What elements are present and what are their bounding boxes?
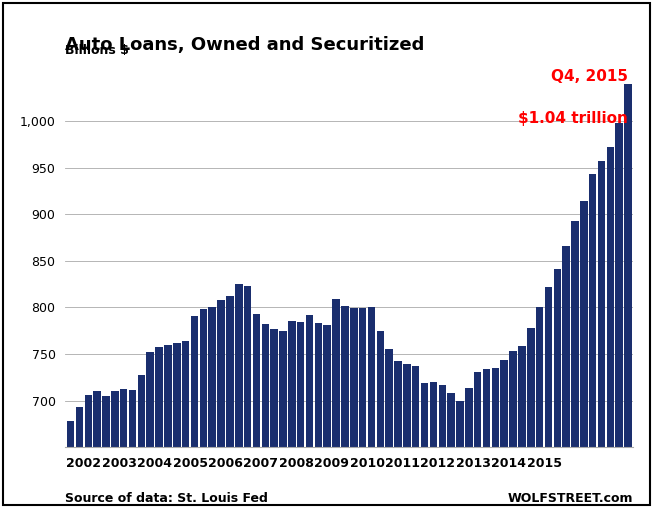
Bar bbox=[164, 345, 172, 508]
Bar bbox=[589, 174, 596, 508]
Bar bbox=[616, 123, 623, 508]
Bar bbox=[580, 201, 588, 508]
Bar bbox=[518, 345, 526, 508]
Bar bbox=[173, 343, 181, 508]
Bar bbox=[500, 360, 508, 508]
Bar bbox=[536, 307, 543, 508]
Text: WOLFSTREET.com: WOLFSTREET.com bbox=[508, 492, 633, 505]
Bar bbox=[421, 383, 428, 508]
Text: Source of data: St. Louis Fed: Source of data: St. Louis Fed bbox=[65, 492, 268, 505]
Bar bbox=[84, 395, 92, 508]
Bar bbox=[217, 300, 225, 508]
Bar bbox=[146, 352, 154, 508]
Bar bbox=[597, 162, 605, 508]
Bar bbox=[394, 361, 402, 508]
Bar bbox=[368, 307, 375, 508]
Bar bbox=[562, 246, 570, 508]
Text: Q4, 2015: Q4, 2015 bbox=[550, 69, 628, 84]
Bar bbox=[465, 389, 473, 508]
Bar bbox=[456, 401, 464, 508]
Bar bbox=[377, 331, 384, 508]
Bar bbox=[607, 147, 614, 508]
Bar bbox=[208, 307, 216, 508]
Bar bbox=[624, 84, 632, 508]
Bar bbox=[129, 390, 136, 508]
Bar bbox=[492, 368, 499, 508]
Bar bbox=[270, 329, 278, 508]
Bar bbox=[200, 309, 207, 508]
Bar bbox=[323, 325, 331, 508]
Bar bbox=[315, 323, 322, 508]
Bar bbox=[385, 350, 393, 508]
Bar bbox=[447, 393, 455, 508]
Bar bbox=[138, 375, 145, 508]
Bar bbox=[244, 286, 251, 508]
Bar bbox=[279, 331, 287, 508]
Bar bbox=[103, 396, 110, 508]
Bar bbox=[332, 299, 340, 508]
Bar bbox=[288, 322, 296, 508]
Bar bbox=[403, 364, 411, 508]
Bar bbox=[262, 324, 269, 508]
Bar bbox=[545, 287, 552, 508]
Bar bbox=[297, 323, 304, 508]
Bar bbox=[120, 389, 127, 508]
Bar bbox=[474, 372, 481, 508]
Text: Billions $: Billions $ bbox=[65, 44, 129, 57]
Bar bbox=[350, 308, 358, 508]
Bar bbox=[509, 351, 517, 508]
Bar bbox=[93, 391, 101, 508]
Bar bbox=[226, 296, 234, 508]
Bar bbox=[341, 306, 349, 508]
Bar bbox=[571, 221, 579, 508]
Bar bbox=[439, 385, 446, 508]
Bar bbox=[235, 284, 242, 508]
Bar bbox=[430, 382, 437, 508]
Bar bbox=[483, 369, 490, 508]
Bar bbox=[111, 391, 119, 508]
Bar bbox=[412, 366, 419, 508]
Bar bbox=[155, 346, 163, 508]
Bar bbox=[527, 328, 535, 508]
Bar bbox=[306, 315, 313, 508]
Bar bbox=[554, 269, 561, 508]
Text: $1.04 trillion: $1.04 trillion bbox=[518, 111, 628, 126]
Bar bbox=[253, 314, 260, 508]
Bar bbox=[191, 316, 199, 508]
Bar bbox=[182, 341, 189, 508]
Bar bbox=[76, 407, 83, 508]
Bar bbox=[67, 421, 74, 508]
Bar bbox=[359, 308, 366, 508]
Text: Auto Loans, Owned and Securitized: Auto Loans, Owned and Securitized bbox=[65, 36, 424, 54]
